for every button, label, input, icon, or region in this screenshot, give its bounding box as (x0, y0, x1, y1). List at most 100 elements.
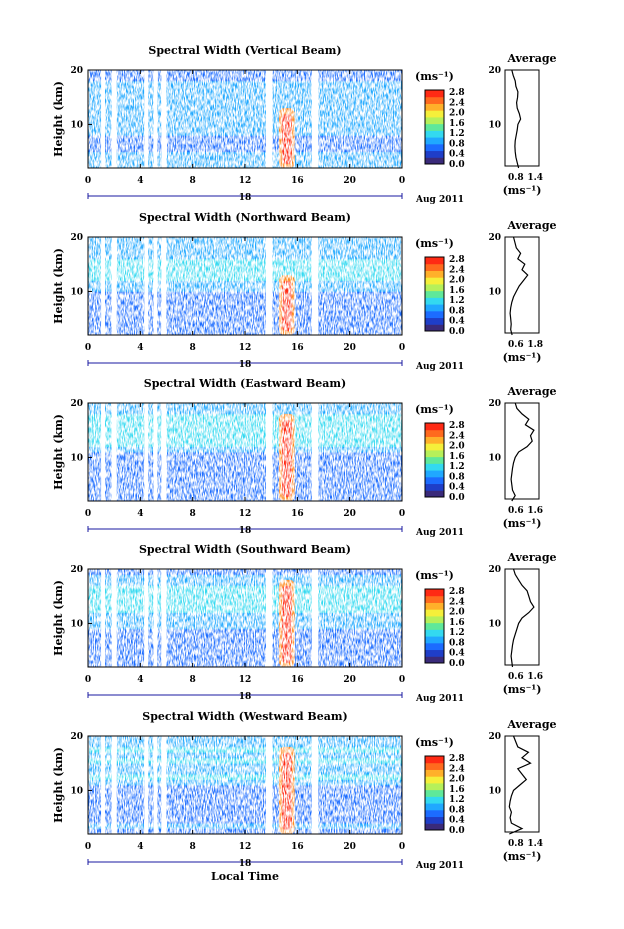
data-gap (111, 237, 117, 335)
data-gap (161, 403, 167, 501)
average-x-tick: 0.6 (508, 506, 524, 516)
y-tick-label: 20 (70, 732, 83, 742)
average-x-tick: 0.8 (508, 173, 524, 183)
colorbar-tick: 1.6 (449, 119, 465, 129)
colorbar-swatch (425, 483, 444, 491)
date-label: Aug 2011 (415, 195, 464, 205)
colorbar-tick: 1.6 (449, 618, 465, 628)
x-tick-label: 16 (291, 842, 304, 852)
colorbar-swatch (425, 103, 444, 111)
x-tick-label: 20 (343, 675, 356, 685)
x-tick-label: 0 (85, 343, 91, 353)
colorbar-swatch (425, 157, 444, 165)
colorbar-swatch (425, 476, 444, 485)
colorbar-tick: 2.0 (449, 442, 465, 452)
colorbar-tick: 2.8 (449, 255, 465, 265)
average-profile-line (510, 568, 535, 668)
colorbar-swatch (425, 150, 444, 158)
y-tick-label: 10 (70, 120, 83, 130)
colorbar-swatch (425, 615, 444, 624)
colorbar-tick: 0.8 (449, 805, 465, 815)
colorbar-tick: 1.6 (449, 785, 465, 795)
data-gap (265, 736, 273, 834)
colorbar-tick: 1.6 (449, 286, 465, 296)
colorbar-frame (424, 89, 445, 165)
average-frame (504, 735, 540, 833)
colorbar-swatch (425, 756, 444, 764)
data-gap (153, 70, 158, 168)
colorbar-tick: 1.6 (449, 452, 465, 462)
x-tick-label: 0 (85, 842, 91, 852)
x-tick-label: 16 (291, 176, 304, 186)
day-marker: 18 (239, 360, 252, 370)
x-tick-label: 4 (137, 842, 143, 852)
data-gap (111, 70, 117, 168)
colorbar-swatch (425, 796, 444, 804)
colorbar-unit: (ms⁻¹) (415, 237, 454, 250)
data-gap (153, 569, 158, 667)
x-tick-label: 16 (291, 509, 304, 519)
y-axis-label: Height (km) (52, 580, 65, 656)
average-xlabel: (ms⁻¹) (503, 850, 542, 863)
colorbar-tick: 0.8 (449, 139, 465, 149)
colorbar-swatch (425, 96, 444, 104)
average-x-tick: 1.6 (527, 506, 543, 516)
data-gap (144, 237, 149, 335)
data-gap (153, 403, 158, 501)
colorbar-swatch (425, 823, 444, 831)
average-x-tick: 1.6 (527, 672, 543, 682)
data-gap (101, 70, 106, 168)
panel-4: Spectral Width (Westward Beam) 0 4 8 12 16 20 0… (52, 710, 557, 871)
colorbar-swatch (425, 816, 444, 824)
average-frame (504, 236, 540, 334)
average-y-tick: 20 (488, 66, 501, 76)
colorbar-tick: 1.2 (449, 129, 465, 139)
day-marker: 18 (239, 692, 252, 702)
average-y-tick: 20 (488, 565, 501, 575)
colorbar-tick: 0.0 (449, 327, 465, 337)
colorbar-swatch (425, 429, 444, 437)
data-gap (265, 569, 273, 667)
colorbar-swatch (425, 642, 444, 651)
average-profile-line (511, 69, 522, 169)
colorbar-swatch (425, 803, 444, 811)
data-gap (265, 403, 273, 501)
panel-3: Spectral Width (Southward Beam) 0 4 8 12 16 20… (52, 543, 557, 704)
date-label: Aug 2011 (415, 694, 464, 704)
data-gap (153, 736, 158, 834)
colorbar-unit: (ms⁻¹) (415, 569, 454, 582)
colorbar-tick: 0.8 (449, 638, 465, 648)
colorbar-tick: 2.4 (449, 597, 465, 607)
colorbar-tick: 2.4 (449, 98, 465, 108)
y-tick-label: 20 (70, 565, 83, 575)
data-gap (101, 237, 106, 335)
colorbar-tick: 0.4 (449, 816, 465, 826)
average-x-tick: 1.4 (527, 173, 543, 183)
colorbar-swatch (425, 782, 444, 791)
colorbar-swatch (425, 809, 444, 818)
x-tick-label: 16 (291, 675, 304, 685)
colorbar-swatch (425, 116, 444, 125)
colorbar-swatch (425, 436, 444, 444)
date-label: Aug 2011 (415, 362, 464, 372)
colorbar-tick: 0.4 (449, 483, 465, 493)
date-label: Aug 2011 (415, 861, 464, 871)
average-frame (504, 402, 540, 500)
colorbar-swatch (425, 589, 444, 597)
day-marker: 18 (239, 193, 252, 203)
y-axis-label: Height (km) (52, 81, 65, 157)
x-tick-label: 0 (399, 675, 405, 685)
colorbar-swatch (425, 636, 444, 644)
colorbar-tick: 0.0 (449, 826, 465, 836)
colorbar-tick: 2.4 (449, 431, 465, 441)
data-dropouts (88, 569, 402, 667)
average-x-tick: 1.4 (527, 839, 543, 849)
panel-title: Spectral Width (Vertical Beam) (148, 44, 341, 57)
average-title: Average (506, 219, 556, 232)
average-y-tick: 20 (488, 732, 501, 742)
colorbar-swatch (425, 656, 444, 664)
x-tick-label: 20 (343, 176, 356, 186)
data-gap (265, 70, 273, 168)
average-y-tick: 20 (488, 399, 501, 409)
x-tick-label: 8 (190, 509, 196, 519)
